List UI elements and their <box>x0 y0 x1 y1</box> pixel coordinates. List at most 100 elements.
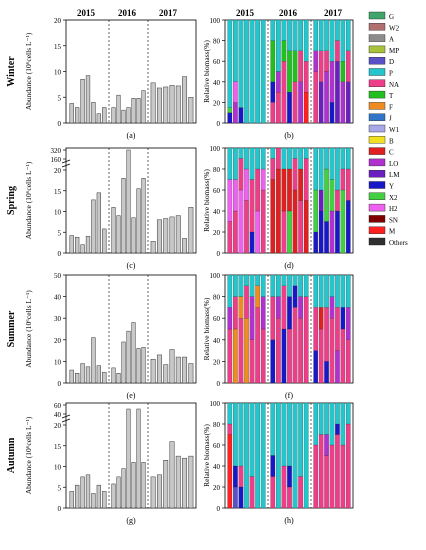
biomass-segment <box>346 168 351 201</box>
y-tick-label: 100 <box>210 17 221 25</box>
y-tick-label: 5 <box>58 484 62 492</box>
abundance-bar <box>80 363 85 384</box>
abundance-bar <box>74 484 80 509</box>
biomass-segment <box>276 402 281 509</box>
biomass-segment <box>313 50 318 72</box>
biomass-segment <box>244 285 249 319</box>
biomass-segment <box>255 307 260 384</box>
biomass-segment <box>255 285 260 308</box>
biomass-segment <box>318 50 324 82</box>
legend-label: J <box>389 115 392 123</box>
y-tick-label: 0 <box>58 120 62 128</box>
biomass-segment <box>298 274 303 297</box>
biomass-segment <box>249 274 255 297</box>
biomass-segment <box>260 189 266 254</box>
y-tick-label: 40 <box>54 411 62 419</box>
biomass-segment <box>276 91 281 124</box>
y-tick-label: 0 <box>217 250 221 258</box>
legend-label: A <box>389 36 394 44</box>
biomass-segment <box>227 107 233 113</box>
abundance-bar <box>131 98 136 124</box>
legend-swatch <box>368 79 386 88</box>
biomass-segment <box>238 318 244 384</box>
abundance-bar <box>156 87 162 124</box>
legend-label: SN <box>389 216 398 224</box>
biomass-segment <box>227 112 233 124</box>
biomass-segment <box>276 296 281 319</box>
y-tick-label: 60 <box>213 58 221 66</box>
y-tick-label: 5 <box>58 229 62 237</box>
legend-label: M <box>389 228 396 236</box>
y-tick-label: 60 <box>213 187 221 195</box>
biomass-segment <box>233 296 238 330</box>
legend-label: W2 <box>389 24 400 32</box>
biomass-segment <box>238 189 244 254</box>
biomass-segment <box>324 455 329 509</box>
y-tick-label: 5 <box>58 94 62 102</box>
y-tick-label: 15 <box>54 43 62 51</box>
y-tick-label: 0 <box>58 250 62 258</box>
biomass-segment <box>313 147 318 191</box>
biomass-segment <box>340 274 346 308</box>
biomass-segment <box>298 81 303 124</box>
biomass-segment <box>249 147 255 180</box>
biomass-segment <box>298 200 303 254</box>
biomass-segment <box>313 71 318 124</box>
biomass-segment <box>281 285 287 330</box>
biomass-segment <box>227 402 233 425</box>
legend-swatch <box>368 203 386 212</box>
abundance-bar <box>121 468 126 509</box>
biomass-segment <box>318 81 324 124</box>
biomass-segment <box>249 339 255 384</box>
y-tick-label: 60 <box>213 442 221 450</box>
biomass-segment <box>292 274 298 286</box>
abundance-bar <box>156 219 162 254</box>
biomass-segment <box>270 476 276 509</box>
biomass-segment <box>329 296 335 319</box>
panel-letter: (f) <box>285 391 293 400</box>
y-tick-label: 100 <box>210 400 221 408</box>
biomass-segment <box>238 486 244 509</box>
abundance-bar <box>141 347 146 384</box>
legend-swatch <box>368 113 386 121</box>
abundance-bar <box>169 85 175 124</box>
biomass-segment <box>260 402 266 509</box>
legend-swatch <box>368 124 386 133</box>
abundance-bar <box>182 457 188 509</box>
biomass-segment <box>346 307 351 340</box>
abundance-bar <box>188 363 194 384</box>
biomass-segment <box>292 19 298 51</box>
biomass-segment <box>292 81 298 124</box>
biomass-segment <box>335 434 340 509</box>
biomass-segment <box>303 158 309 201</box>
panel-letter: (h) <box>284 516 294 525</box>
legend-swatch <box>368 158 386 167</box>
legend-swatch <box>368 215 386 223</box>
biomass-axis-label: Relative biomass(%) <box>202 169 211 232</box>
abundance-bar <box>188 455 194 509</box>
biomass-segment <box>270 402 276 456</box>
biomass-segment <box>313 231 318 254</box>
abundance-bar <box>85 75 91 124</box>
biomass-segment <box>324 50 329 72</box>
biomass-segment <box>227 179 233 222</box>
abundance-bar <box>126 107 131 124</box>
abundance-bar <box>150 82 156 124</box>
abundance-bar <box>150 358 156 384</box>
abundance-axis-label: Abundance (10⁶cells L⁻¹) <box>24 416 33 494</box>
biomass-segment <box>270 19 276 41</box>
abundance-bar <box>141 90 146 124</box>
axis-break <box>61 414 71 423</box>
legend-label: P <box>389 70 393 78</box>
y-tick-label: 20 <box>54 422 62 430</box>
y-tick-label: 60 <box>54 402 62 410</box>
abundance-bar <box>136 188 141 254</box>
abundance-bar <box>102 228 107 254</box>
biomass-segment <box>281 210 287 254</box>
biomass-segment <box>298 402 303 477</box>
biomass-segment <box>340 328 346 384</box>
biomass-segment <box>238 402 244 467</box>
y-tick-label: 0 <box>58 380 62 388</box>
abundance-plot-frame <box>65 402 197 509</box>
biomass-segment <box>281 274 287 286</box>
